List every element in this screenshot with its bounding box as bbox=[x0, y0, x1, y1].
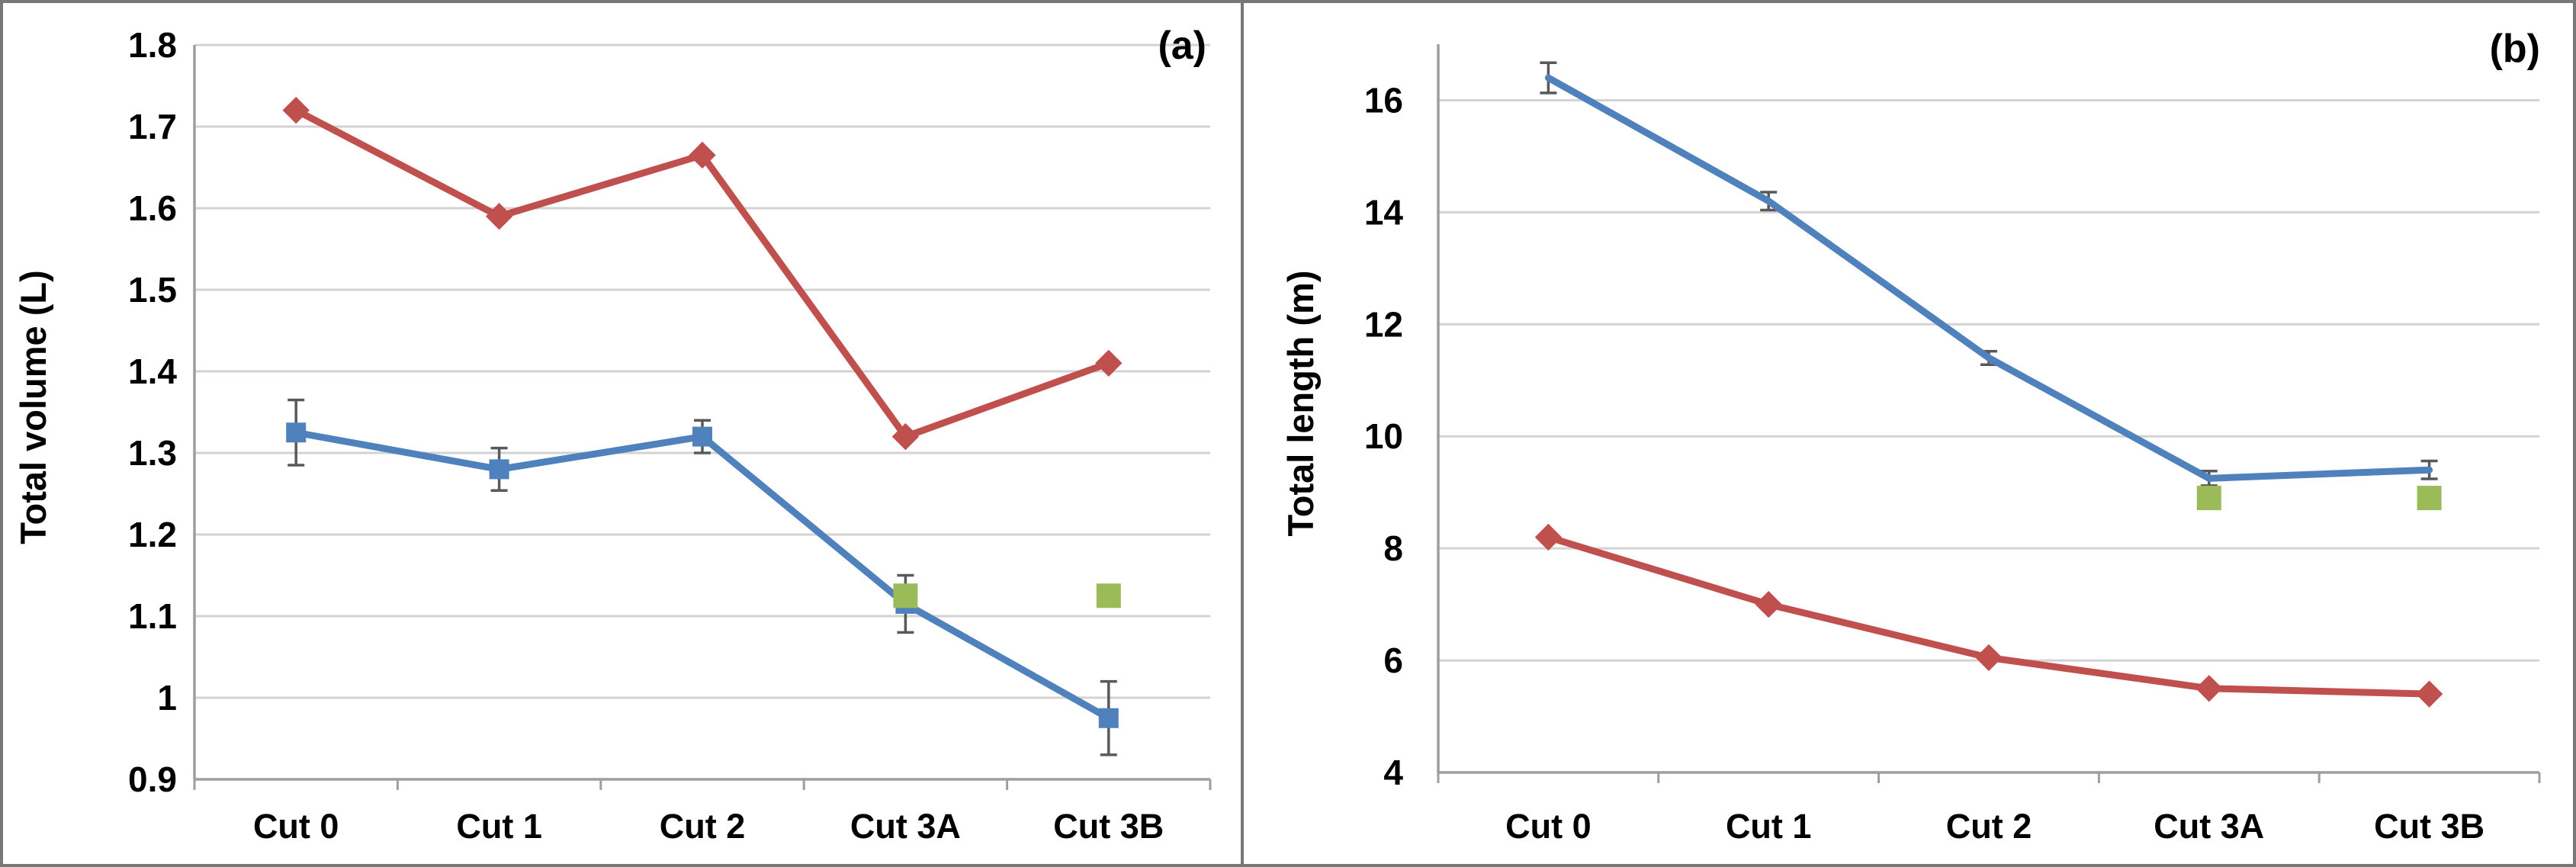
y-tick-label: 1 bbox=[157, 678, 177, 718]
y-tick-label: 16 bbox=[1364, 80, 1403, 120]
diamond-marker bbox=[1534, 523, 1563, 551]
panel-a-label: (a) bbox=[1158, 24, 1206, 68]
diamond-marker bbox=[1095, 349, 1123, 377]
x-category-label: Cut 3A bbox=[2154, 807, 2264, 846]
panel-b-label: (b) bbox=[2489, 27, 2540, 71]
x-category-label: Cut 0 bbox=[1505, 807, 1591, 846]
square-marker bbox=[2417, 486, 2442, 511]
y-tick-label: 0.9 bbox=[128, 759, 177, 799]
x-category-label: Cut 3B bbox=[2374, 807, 2484, 846]
y-tick-label: 1.6 bbox=[128, 188, 177, 228]
series-line bbox=[292, 429, 1113, 722]
series-red-diamond bbox=[1534, 523, 2443, 708]
y-tick-label: 1.8 bbox=[128, 25, 177, 65]
chart-a-canvas: 0.9 1 1.1 1.2 1.3 1.4 1.5 1.6 1.7 1.8 Cut 0 Cut 1 Cu… bbox=[13, 25, 1212, 846]
y-axis-title: Total volume (L) bbox=[13, 270, 53, 544]
y-tick-label: 4 bbox=[1383, 753, 1403, 792]
series-green-square bbox=[2196, 486, 2442, 511]
diamond-marker bbox=[2195, 675, 2223, 702]
y-tick-label: 12 bbox=[1364, 304, 1403, 344]
y-tick-label: 1.1 bbox=[128, 596, 177, 636]
x-category-label: Cut 1 bbox=[456, 807, 542, 846]
series-red-diamond bbox=[282, 96, 1123, 451]
y-tick-label: 8 bbox=[1383, 528, 1403, 568]
diamond-marker bbox=[689, 141, 716, 169]
panel-divider bbox=[1241, 3, 1244, 864]
x-category-label: Cut 2 bbox=[1946, 807, 2032, 846]
y-tick-label: 1.7 bbox=[128, 107, 177, 146]
diamond-marker bbox=[2415, 680, 2443, 708]
diamond-marker bbox=[282, 96, 310, 124]
square-marker bbox=[489, 459, 509, 480]
series-green-square bbox=[893, 583, 1121, 609]
x-category-label: Cut 3B bbox=[1053, 807, 1164, 846]
square-marker bbox=[1098, 708, 1119, 728]
chart-b-canvas: 4 6 8 10 12 14 16 Cut 0 Cut 1 Cut 2 Cut 3A Cut 3B To… bbox=[1280, 44, 2541, 846]
square-marker bbox=[2196, 486, 2221, 511]
x-category-label: Cut 3A bbox=[850, 807, 961, 846]
chart-panel-b: 4 6 8 10 12 14 16 Cut 0 Cut 1 Cut 2 Cut 3A Cut 3B To… bbox=[1244, 3, 2573, 864]
y-tick-label: 1.4 bbox=[128, 352, 177, 391]
y-tick-label: 14 bbox=[1364, 192, 1404, 232]
diamond-marker bbox=[485, 203, 513, 230]
x-category-label: Cut 2 bbox=[660, 807, 746, 846]
series-blue-line bbox=[1540, 61, 2438, 487]
square-marker bbox=[286, 422, 307, 443]
diamond-marker bbox=[1755, 590, 1782, 618]
y-tick-label: 1.5 bbox=[128, 270, 177, 310]
diamond-marker bbox=[1975, 644, 2003, 672]
series-line bbox=[1544, 74, 2433, 482]
square-marker bbox=[692, 426, 712, 447]
x-category-label: Cut 0 bbox=[253, 807, 339, 846]
y-tick-label: 1.2 bbox=[128, 515, 177, 554]
y-axis-title: Total length (m) bbox=[1280, 271, 1321, 537]
y-tick-label: 10 bbox=[1364, 416, 1403, 456]
chart-panel-a: 0.9 1 1.1 1.2 1.3 1.4 1.5 1.6 1.7 1.8 Cut 0 Cut 1 Cu… bbox=[3, 3, 1241, 864]
y-tick-label: 1.3 bbox=[128, 433, 177, 473]
x-category-label: Cut 1 bbox=[1726, 807, 1812, 846]
square-marker bbox=[1096, 583, 1121, 609]
y-tick-label: 6 bbox=[1383, 641, 1403, 680]
square-marker bbox=[893, 583, 918, 609]
